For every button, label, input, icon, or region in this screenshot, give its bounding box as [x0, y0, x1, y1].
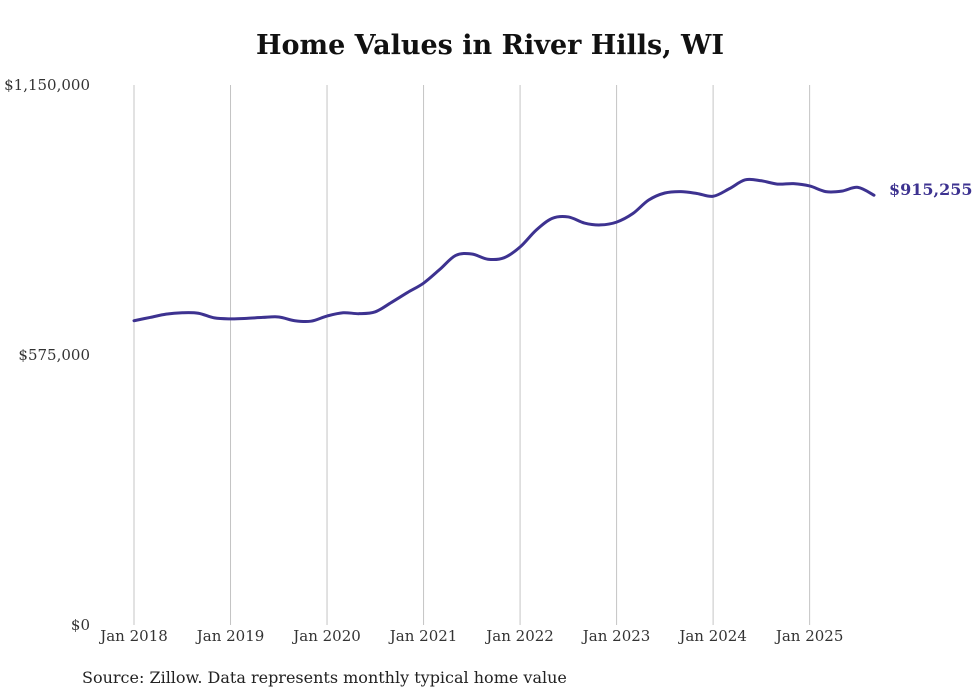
x-tick-label: Jan 2021 [388, 627, 458, 645]
x-axis-ticks: Jan 2018 Jan 2019 Jan 2020 Jan 2021 Jan 2022… [98, 627, 843, 645]
x-tick-label: Jan 2023 [581, 627, 651, 645]
gridlines [133, 85, 811, 625]
end-value-label: $915,255 [889, 180, 973, 199]
chart-title: Home Values in River Hills, WI [255, 30, 724, 61]
series-line-0 [132, 177, 876, 324]
y-tick-label: $1,150,000 [4, 76, 90, 94]
x-tick-label: Jan 2018 [98, 627, 168, 645]
y-tick-label: $575,000 [18, 346, 90, 364]
x-tick-label: Jan 2022 [484, 627, 554, 645]
source-note: Source: Zillow. Data represents monthly … [82, 668, 567, 687]
y-axis-ticks: $0 $575,000 $1,150,000 [4, 76, 90, 634]
y-tick-label: $0 [71, 616, 90, 634]
x-tick-label: Jan 2020 [291, 627, 361, 645]
x-tick-label: Jan 2024 [677, 627, 747, 645]
x-tick-label: Jan 2025 [774, 627, 844, 645]
x-tick-label: Jan 2019 [195, 627, 265, 645]
series-group: $915,255 [132, 177, 973, 324]
